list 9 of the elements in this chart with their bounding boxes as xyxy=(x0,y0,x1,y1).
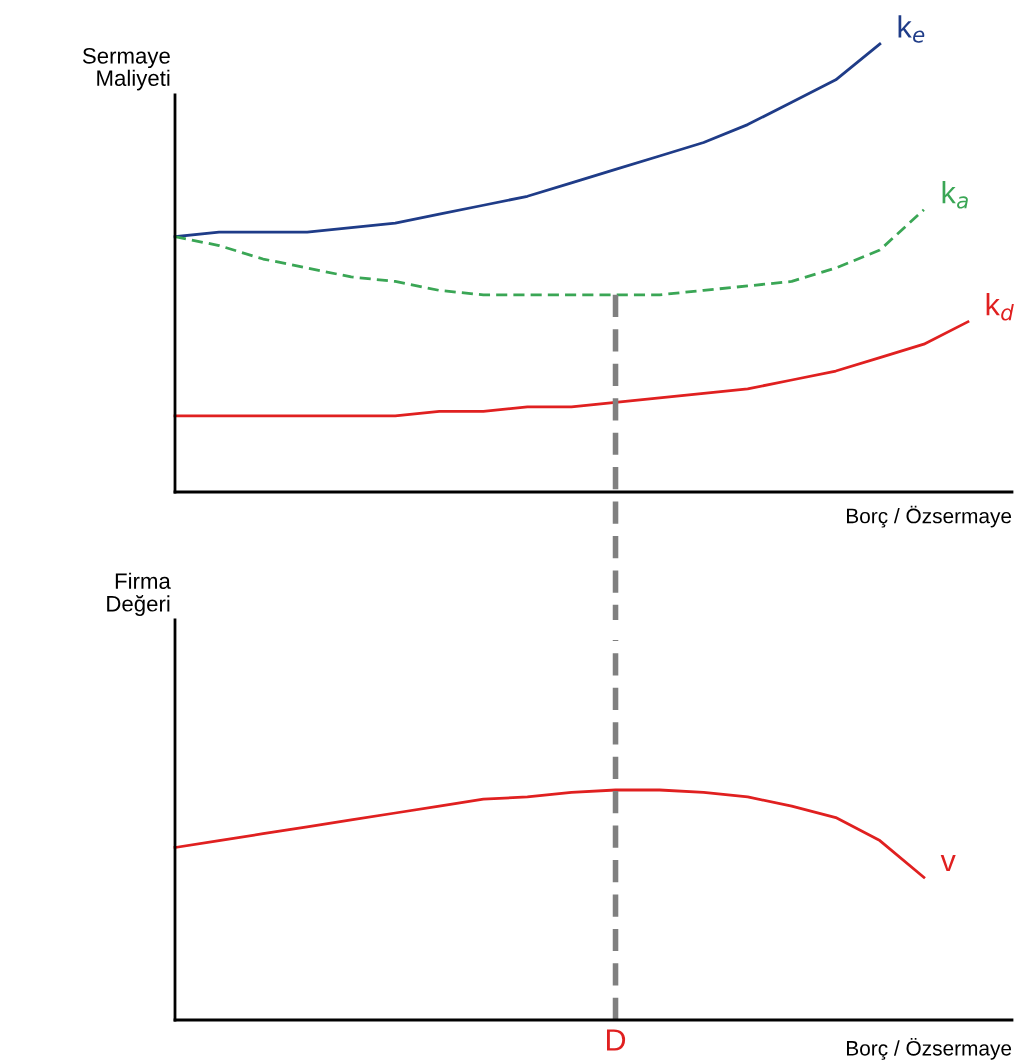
series-label: v xyxy=(940,854,956,872)
x-axis-title: Borç / Özsermaye xyxy=(847,505,1012,528)
x-axis-title: Borç / Özsermaye xyxy=(847,1038,1012,1060)
series-label: k$_{e}$ xyxy=(898,15,925,43)
y-axis-title: Sermaye Maliyeti xyxy=(82,47,170,91)
text: D xyxy=(607,1029,626,1051)
series-label: k$_{d}$ xyxy=(986,293,1014,321)
y-axis-title: Firma Değeri xyxy=(107,572,171,616)
series-label: k$_{a}$ xyxy=(942,181,968,209)
